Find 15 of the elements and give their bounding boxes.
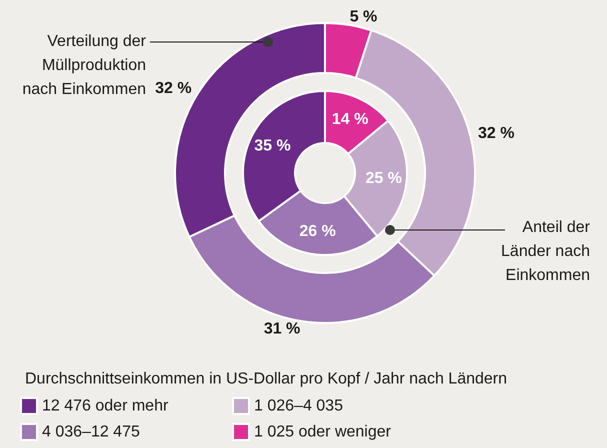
data-label: 14 %: [332, 111, 368, 128]
data-label: 5 %: [350, 8, 378, 26]
slice-label: Anteil der Länder nach Einkommen: [501, 218, 590, 286]
legend-title: Durchschnittseinkommen in US-Dollar pro Kopf / Jahr nach Ländern: [25, 370, 508, 388]
data-label: 35 %: [254, 138, 291, 155]
legend-label: 12 476 oder mehr: [42, 398, 169, 414]
data-label: 32 %: [478, 125, 515, 142]
slice-label: Verteilung der Müllproduktion nach Einkommen: [22, 32, 146, 100]
legend-label: 1 025 oder weniger: [254, 424, 392, 440]
data-label: 31 %: [264, 320, 300, 338]
legend-label: 1 026–4 035: [254, 398, 344, 414]
legend-label: 4 036–12 475: [42, 424, 140, 440]
data-label: 32 %: [155, 80, 192, 97]
data-label: 26 %: [299, 223, 336, 240]
data-label: 25 %: [366, 170, 402, 188]
